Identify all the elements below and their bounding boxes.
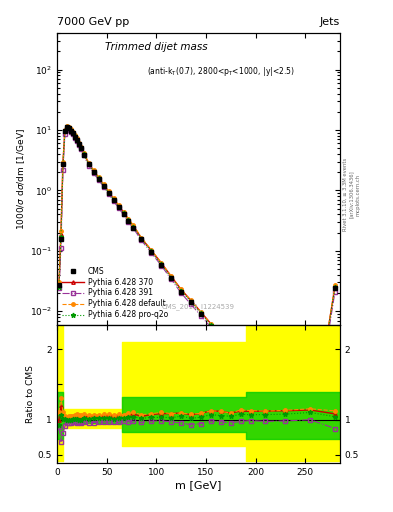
- X-axis label: m [GeV]: m [GeV]: [175, 480, 222, 490]
- Y-axis label: 1000/$\sigma$ d$\sigma$/dm [1/GeV]: 1000/$\sigma$ d$\sigma$/dm [1/GeV]: [15, 128, 27, 230]
- Text: CMS_2013_I1224539: CMS_2013_I1224539: [162, 303, 235, 310]
- Text: [arXiv:1306.3436]: [arXiv:1306.3436]: [349, 170, 354, 219]
- Text: 7000 GeV pp: 7000 GeV pp: [57, 16, 129, 27]
- Text: Jets: Jets: [320, 16, 340, 27]
- Text: mcplots.cern.ch: mcplots.cern.ch: [355, 174, 360, 216]
- Text: Rivet 3.1.10, ≥ 3.3M events: Rivet 3.1.10, ≥ 3.3M events: [343, 158, 348, 231]
- Y-axis label: Ratio to CMS: Ratio to CMS: [26, 365, 35, 423]
- Legend: CMS, Pythia 6.428 370, Pythia 6.428 391, Pythia 6.428 default, Pythia 6.428 pro-: CMS, Pythia 6.428 370, Pythia 6.428 391,…: [61, 265, 169, 321]
- Text: (anti-k$_\mathregular{T}$(0.7), 2800<p$_\mathregular{T}$<1000, |y|<2.5): (anti-k$_\mathregular{T}$(0.7), 2800<p$_…: [147, 66, 295, 78]
- Text: Trimmed dijet mass: Trimmed dijet mass: [105, 42, 208, 52]
